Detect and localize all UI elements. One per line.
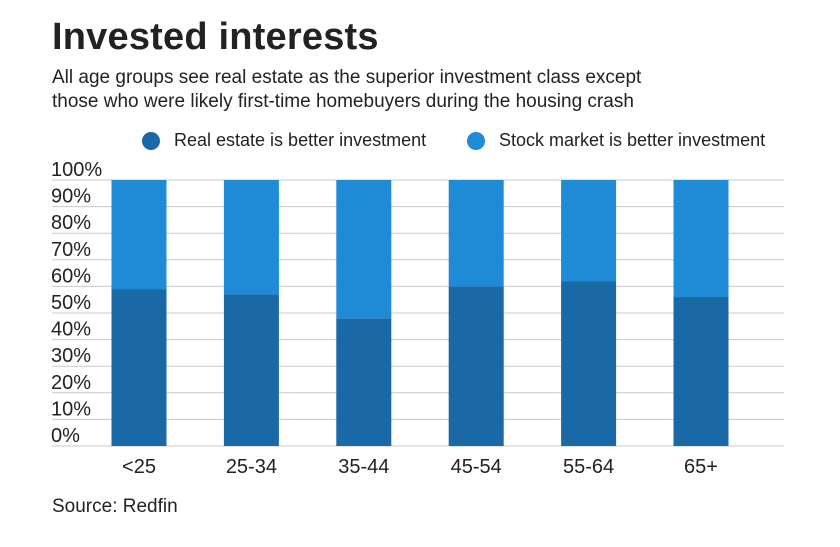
bar-stock-market <box>111 180 167 290</box>
legend-swatch-stock-market <box>467 131 485 150</box>
x-axis-tick-labels: <25 25-34 35-44 45-54 55-64 65+ <box>122 456 718 478</box>
bar-real-estate <box>111 289 167 446</box>
bars <box>111 180 729 446</box>
bar-real-estate <box>223 294 279 446</box>
y-tick-label: 90% <box>51 186 91 208</box>
legend-item-real-estate: Real estate is better investment <box>142 130 426 151</box>
chart-title: Invested interests <box>52 16 379 58</box>
chart-legend: Real estate is better investment Stock m… <box>0 130 840 154</box>
y-tick-label: 0% <box>51 425 80 447</box>
x-tick-label: 25-34 <box>226 456 277 478</box>
y-tick-label: 100% <box>51 159 102 181</box>
x-tick-label: 55-64 <box>563 456 614 478</box>
y-tick-label: 70% <box>51 239 91 261</box>
y-tick-label: 20% <box>51 372 91 394</box>
gridlines <box>52 179 784 447</box>
bar-stock-market <box>673 180 729 298</box>
legend-label-stock-market: Stock market is better investment <box>499 130 766 150</box>
subtitle-line-1: All age groups see real estate as the su… <box>52 67 642 88</box>
bar-stock-market <box>336 180 392 319</box>
y-tick-label: 10% <box>51 398 91 420</box>
bar-real-estate <box>561 281 617 446</box>
x-tick-label: 35-44 <box>338 456 389 478</box>
bar-real-estate <box>336 318 392 446</box>
x-tick-label: 65+ <box>684 456 718 478</box>
x-tick-label: 45-54 <box>451 456 502 478</box>
source-note: Source: Redfin <box>52 496 178 517</box>
legend-label-real-estate: Real estate is better investment <box>174 130 427 150</box>
chart-subtitle: All age groups see real estate as the su… <box>52 66 641 114</box>
bar-stock-market <box>448 180 504 287</box>
y-tick-label: 60% <box>51 265 91 287</box>
y-axis-tick-labels: 100% 90% 80% 70% 60% 50% 40% 30% 20% 10% 0% <box>51 159 102 447</box>
subtitle-line-2: those who were likely first-time homebuy… <box>52 91 634 112</box>
bar-stock-market <box>223 180 279 295</box>
bar-stock-market <box>561 180 617 282</box>
bar-real-estate <box>448 286 504 446</box>
x-tick-label: <25 <box>122 456 156 478</box>
legend-swatch-real-estate <box>142 131 160 150</box>
y-tick-label: 50% <box>51 292 91 314</box>
stacked-bar-chart: 100% 90% 80% 70% 60% 50% 40% 30% 20% 10% 0% <25 25-… <box>51 159 784 478</box>
bar-real-estate <box>673 297 729 446</box>
legend-item-stock-market: Stock market is better investment <box>467 130 765 151</box>
y-tick-label: 40% <box>51 319 91 341</box>
y-tick-label: 80% <box>51 212 91 234</box>
y-tick-label: 30% <box>51 345 91 367</box>
